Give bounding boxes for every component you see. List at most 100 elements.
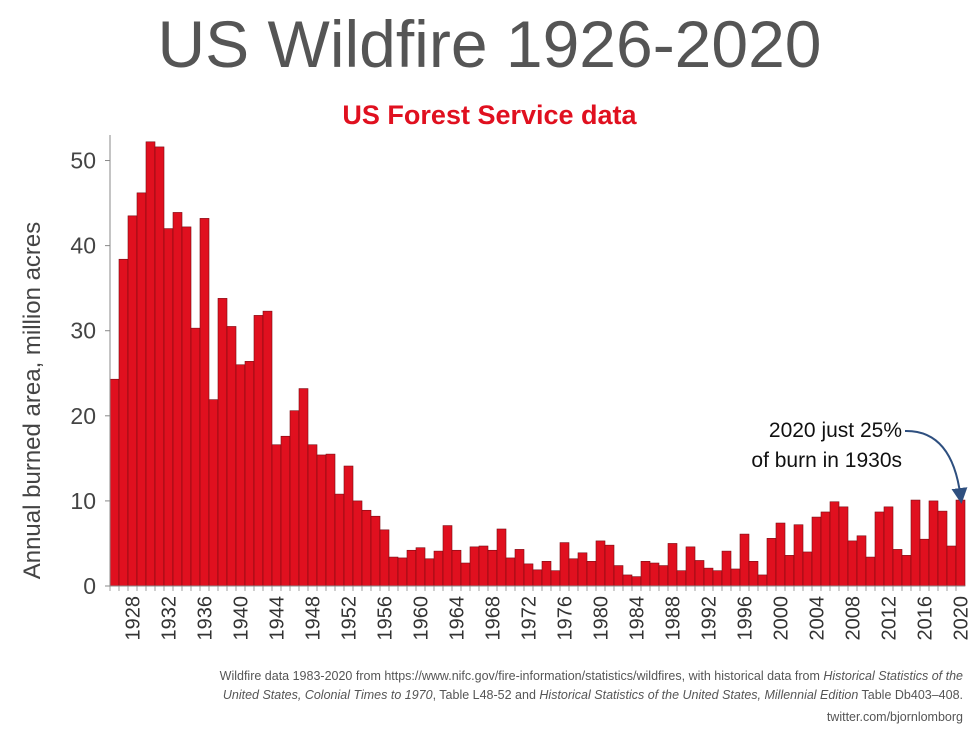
- bar-1945: [280, 435, 291, 587]
- bar-1970: [505, 557, 516, 587]
- bar-1937: [208, 399, 219, 587]
- x-tick-label: 1952: [339, 596, 361, 641]
- source-segment: Historical Statistics of the United Stat…: [539, 688, 859, 702]
- chart-subtitle: US Forest Service data: [342, 100, 637, 130]
- bar-1979: [586, 561, 597, 587]
- bar-1993: [712, 570, 723, 587]
- bar-1989: [676, 570, 687, 587]
- bar-1955: [370, 515, 381, 587]
- bar-1988: [667, 543, 678, 587]
- bar-2017: [928, 500, 939, 587]
- bar-1948: [307, 444, 318, 587]
- bar-2003: [802, 551, 813, 587]
- bar-1963: [442, 525, 453, 587]
- y-tick-label: 50: [70, 148, 96, 174]
- x-tick-label: 2016: [915, 596, 937, 641]
- source-segment: United States, Colonial Times to 1970: [222, 688, 433, 702]
- source-note: Wildfire data 1983-2020 from https://www…: [23, 667, 963, 705]
- bar-1954: [361, 509, 372, 587]
- bar-1996: [739, 533, 750, 587]
- bar-1995: [730, 568, 741, 587]
- y-tick-label: 0: [83, 573, 96, 599]
- bar-1938: [217, 298, 228, 587]
- x-tick-label: 1944: [267, 596, 289, 641]
- bar-1943: [262, 310, 273, 587]
- bar-2009: [856, 535, 867, 587]
- x-tick-label: 2008: [843, 596, 865, 641]
- bar-1930: [145, 141, 156, 587]
- x-tick-label: 1940: [231, 596, 253, 641]
- x-tick-label: 2012: [879, 596, 901, 641]
- bar-1985: [640, 561, 651, 587]
- bar-1960: [415, 547, 426, 587]
- x-tick-label: 1928: [123, 596, 145, 641]
- bar-1982: [613, 565, 624, 587]
- bar-group: [109, 141, 966, 587]
- source-line-1: Wildfire data 1983-2020 from https://www…: [23, 667, 963, 686]
- bar-1991: [694, 560, 705, 587]
- source-segment: Wildfire data 1983-2020 from https://www…: [219, 669, 824, 683]
- bar-2014: [901, 555, 912, 587]
- bar-1936: [199, 218, 210, 587]
- bar-2008: [847, 540, 858, 587]
- bar-2013: [892, 549, 903, 587]
- bar-2011: [874, 511, 885, 587]
- bar-1932: [163, 228, 174, 587]
- bar-1968: [487, 549, 498, 587]
- bar-1959: [406, 549, 417, 587]
- bar-1958: [397, 557, 408, 587]
- bar-1981: [604, 544, 615, 587]
- bar-1984: [631, 576, 642, 587]
- bar-1978: [577, 552, 588, 587]
- x-tick-label: 1984: [627, 596, 649, 641]
- x-tick-label: 1948: [303, 596, 325, 641]
- bar-1973: [532, 569, 543, 587]
- bar-1964: [451, 549, 462, 587]
- bar-1928: [127, 215, 138, 587]
- bar-2004: [811, 516, 822, 587]
- x-tick-label: 2004: [807, 596, 829, 641]
- bar-1953: [352, 500, 363, 587]
- annotation-line-2: of burn in 1930s: [751, 449, 902, 472]
- axes-group: [105, 135, 965, 591]
- bar-2007: [838, 506, 849, 587]
- bar-1957: [388, 556, 399, 587]
- x-tick-label: 2020: [951, 596, 973, 641]
- x-tick-label: 1988: [663, 596, 685, 641]
- bar-1942: [253, 315, 264, 587]
- bar-1952: [343, 465, 354, 587]
- bar-1946: [289, 410, 300, 587]
- bar-1967: [478, 545, 489, 587]
- bar-1939: [226, 326, 237, 587]
- bar-2019: [946, 545, 957, 587]
- bar-2000: [775, 522, 786, 587]
- bar-1990: [685, 546, 696, 587]
- bar-1956: [379, 529, 390, 587]
- y-tick-label: 30: [70, 318, 96, 344]
- x-tick-label: 1980: [591, 596, 613, 641]
- bar-1931: [154, 146, 165, 587]
- bar-2015: [910, 499, 921, 587]
- y-tick-label: 10: [70, 488, 96, 514]
- annotation-arrow: [904, 429, 968, 505]
- bar-1976: [559, 542, 570, 587]
- bar-1966: [469, 546, 480, 587]
- bar-1994: [721, 550, 732, 587]
- bar-1969: [496, 528, 507, 587]
- x-tick-label: 1936: [195, 596, 217, 641]
- bar-1971: [514, 549, 525, 587]
- bar-2001: [784, 555, 795, 587]
- bar-1983: [622, 574, 633, 587]
- bar-1987: [658, 565, 669, 587]
- bar-1927: [118, 258, 129, 587]
- x-tick-label: 1956: [375, 596, 397, 641]
- bar-1972: [523, 563, 534, 587]
- labels-group: 0 10 20 30 40 50 1928 1932 1936 1940 1944 1948 1952 1…: [19, 148, 973, 641]
- bar-1975: [550, 570, 561, 587]
- annotation-line-1: 2020 just 25%: [769, 419, 902, 442]
- bar-2010: [865, 556, 876, 587]
- bar-1999: [766, 538, 777, 587]
- bar-1992: [703, 567, 714, 587]
- x-tick-label: 1992: [699, 596, 721, 641]
